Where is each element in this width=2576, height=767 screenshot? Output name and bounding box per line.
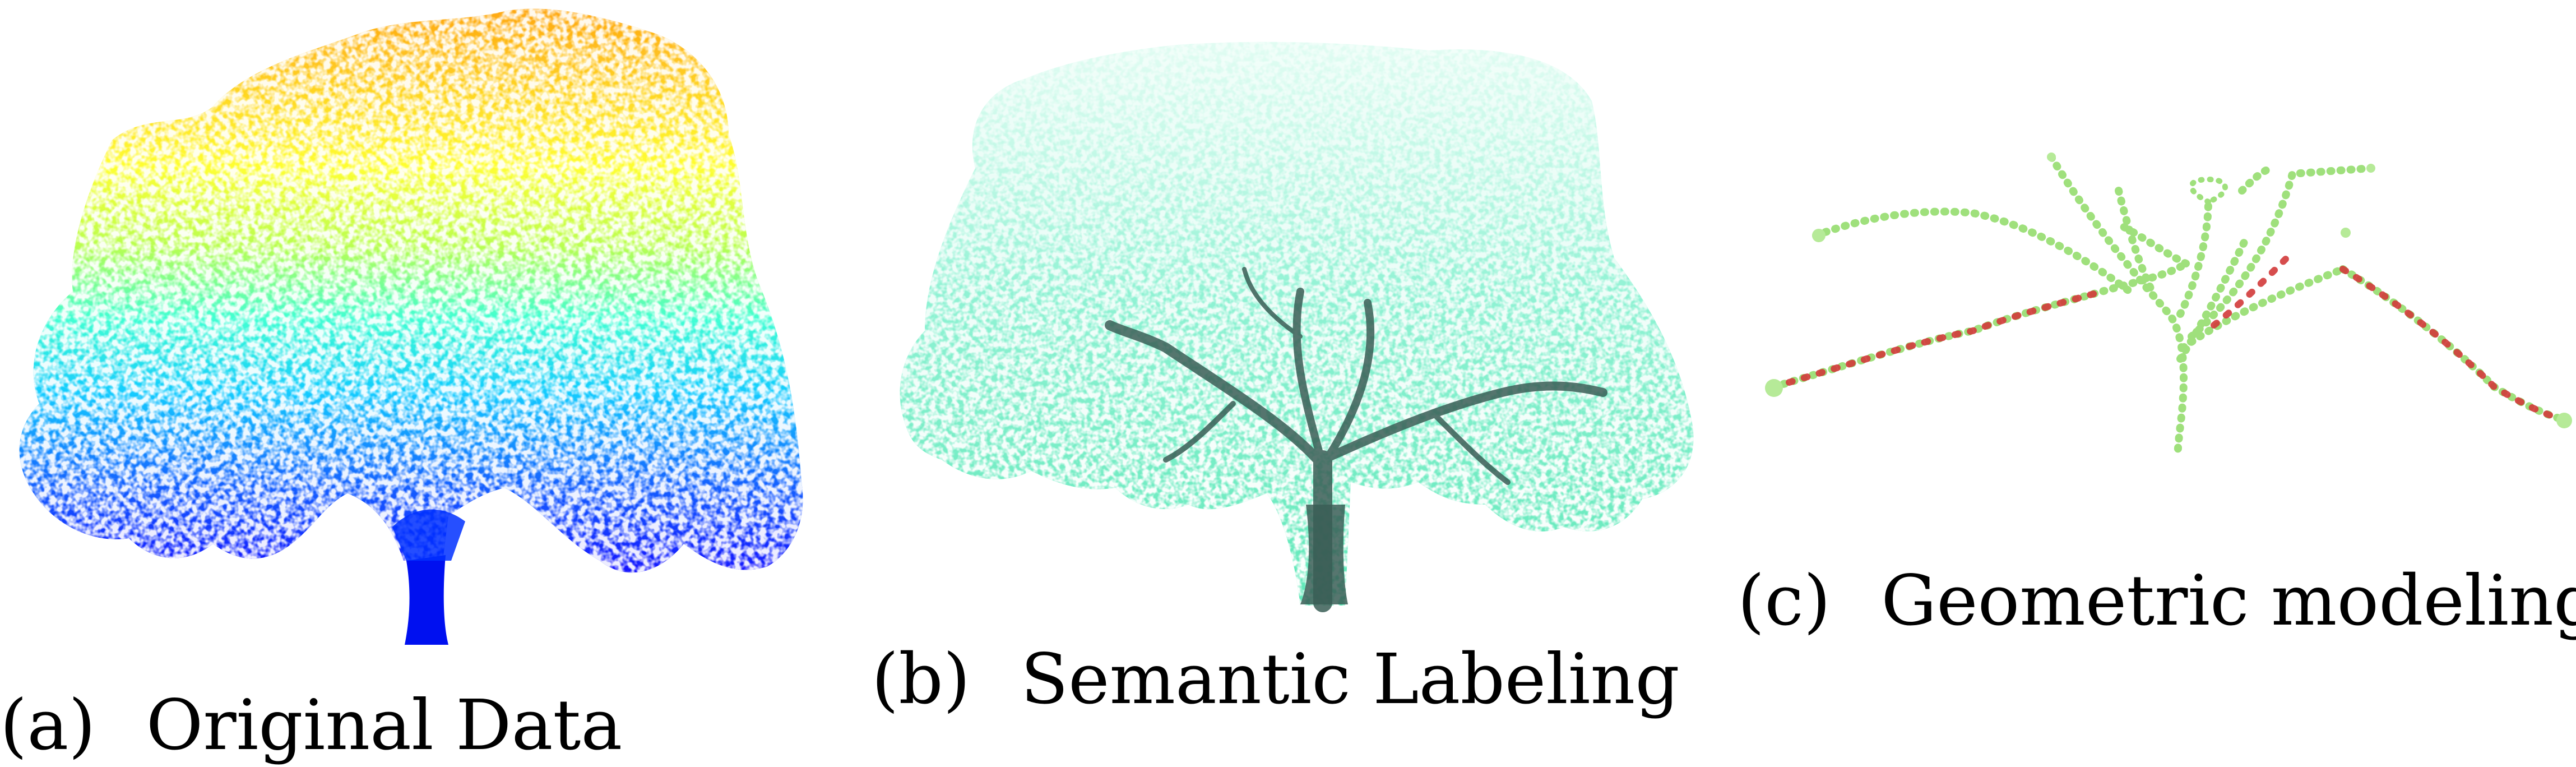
skeleton-loop	[2189, 176, 2228, 205]
caption-a: (a) Original Data	[0, 691, 622, 760]
crown-point-cloud	[19, 8, 803, 573]
panel-label-c: (c)	[1738, 561, 1831, 641]
panel-label-a: (a)	[0, 685, 96, 766]
skeleton-end-nodes	[1765, 153, 2572, 428]
caption-b: (b) Semantic Labeling	[872, 645, 1680, 714]
panel-title-a: Original Data	[146, 685, 623, 766]
trunk-base-points	[1300, 505, 1348, 604]
caption-c: (c) Geometric modeling	[1738, 566, 2576, 636]
trunk-points	[405, 555, 448, 645]
panel-label-b: (b)	[872, 639, 971, 720]
skeleton-joints	[1771, 255, 2570, 424]
skeleton-branches	[1770, 153, 2571, 460]
panel-title-b: Semantic Labeling	[1021, 639, 1680, 720]
panel-title-c: Geometric modeling	[1881, 561, 2576, 641]
wood-labeled-points	[1105, 267, 1607, 612]
